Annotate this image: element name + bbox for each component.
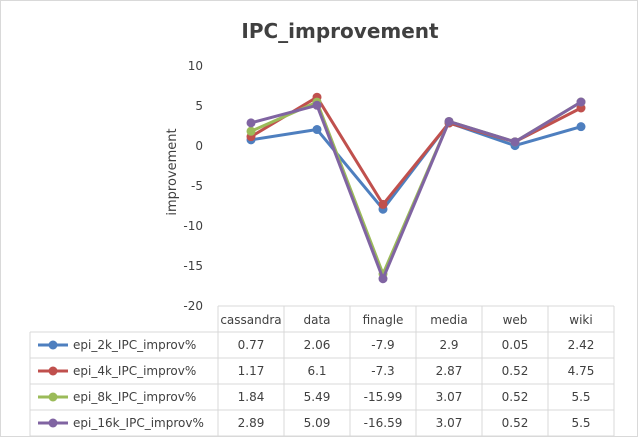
data-table-value: 2.89 (238, 416, 265, 430)
data-table-value: -16.59 (364, 416, 403, 430)
data-table-value: 1.84 (238, 390, 265, 404)
data-table-value: 3.07 (436, 390, 463, 404)
data-point (246, 118, 256, 128)
series-line-3 (250, 100, 582, 276)
legend-series-name: epi_4k_IPC_improv% (73, 364, 196, 378)
y-tick-label: -20 (183, 299, 203, 313)
data-table-value: 2.42 (568, 338, 595, 352)
y-tick-label: 0 (195, 139, 203, 153)
data-table-value: -7.3 (371, 364, 394, 378)
data-point (378, 199, 388, 209)
legend-key-marker (48, 340, 58, 350)
data-point (576, 122, 586, 132)
data-table-value: 2.06 (304, 338, 331, 352)
category-label: cassandra (220, 313, 281, 327)
y-tick-label: -5 (191, 179, 203, 193)
data-table-value: 2.9 (439, 338, 458, 352)
data-table-value: 1.17 (238, 364, 265, 378)
chart-title: IPC_improvement (241, 19, 439, 43)
data-table-grid (29, 305, 615, 437)
category-label: finagle (363, 313, 404, 327)
data-table-value: -7.9 (371, 338, 394, 352)
data-table-value: 3.07 (436, 416, 463, 430)
data-table-value: 2.87 (436, 364, 463, 378)
legend-key-marker (48, 392, 58, 402)
data-table-value: 5.5 (571, 416, 590, 430)
data-table-value: 5.49 (304, 390, 331, 404)
data-point (312, 125, 322, 135)
data-table-value: 0.05 (502, 338, 529, 352)
data-table-value: 0.52 (502, 364, 529, 378)
data-point (444, 116, 454, 126)
legend-series-name: epi_8k_IPC_improv% (73, 390, 196, 404)
y-tick-label: 10 (188, 59, 203, 73)
data-table-value: 5.5 (571, 390, 590, 404)
category-label: media (430, 313, 467, 327)
data-table-value: 0.77 (238, 338, 265, 352)
data-table-value: -15.99 (364, 390, 403, 404)
category-label: wiki (569, 313, 592, 327)
data-table-value: 0.52 (502, 416, 529, 430)
legend-series-name: epi_2k_IPC_improv% (73, 338, 196, 352)
series-lines (246, 92, 586, 284)
y-tick-label: -15 (183, 259, 203, 273)
series-line-4 (250, 100, 582, 281)
y-tick-label: 5 (195, 99, 203, 113)
data-table: cassandra data finagle media web wiki epi_2k_I… (38, 313, 594, 430)
y-tick-label: -10 (183, 219, 203, 233)
data-point (510, 137, 520, 147)
data-point (576, 97, 586, 107)
y-axis-label: improvement (165, 128, 180, 215)
series-line-2 (250, 95, 582, 206)
legend-key-marker (48, 418, 58, 428)
data-table-value: 4.75 (568, 364, 595, 378)
data-point (246, 126, 256, 136)
legend-key-marker (48, 366, 58, 376)
data-table-value: 6.1 (307, 364, 326, 378)
legend-series-name: epi_16k_IPC_improv% (73, 416, 204, 430)
data-point (312, 100, 322, 110)
category-label: data (303, 313, 330, 327)
y-axis-ticks: 10 5 0 -5 -10 -15 -20 (183, 59, 203, 313)
data-point (378, 274, 388, 284)
data-table-value: 0.52 (502, 390, 529, 404)
data-table-value: 5.09 (304, 416, 331, 430)
category-label: web (503, 313, 528, 327)
